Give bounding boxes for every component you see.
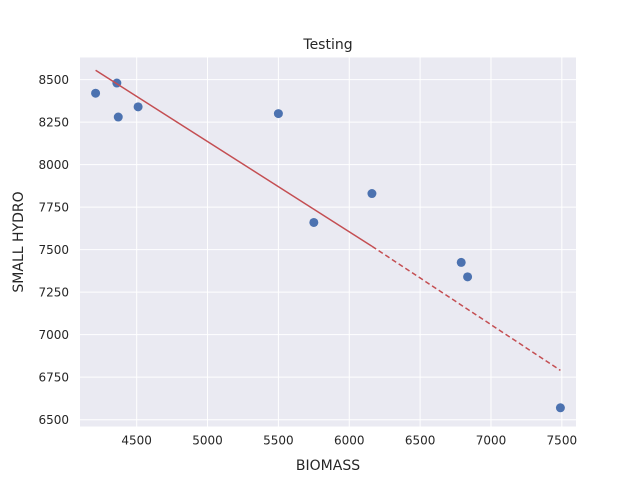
y-tick-label: 7750 [38,201,69,215]
x-tick-label: 6000 [334,434,365,448]
x-tick-label: 7000 [476,434,507,448]
y-tick-label: 8500 [38,73,69,87]
y-tick-label: 8000 [38,158,69,172]
x-axis-label: BIOMASS [296,458,360,474]
x-tick-labels: 4500 5000 5500 6000 6500 7000 7500 [121,434,577,448]
y-tick-label: 8250 [38,116,69,130]
x-tick-label: 5000 [192,434,223,448]
x-tick-label: 4500 [121,434,152,448]
data-point [456,257,466,267]
data-point [91,88,101,98]
grid-lines [80,57,576,427]
data-point [463,272,473,282]
y-tick-label: 6500 [38,413,69,427]
y-tick-label: 7500 [38,243,69,257]
x-tick-label: 5500 [263,434,294,448]
x-tick-label: 7500 [547,434,578,448]
y-tick-label: 7000 [38,328,69,342]
data-point [309,217,319,227]
data-point [555,403,565,413]
y-axis-label: SMALL HYDRO [11,191,27,292]
y-tick-label: 6750 [38,371,69,385]
data-point [367,189,377,199]
x-tick-label: 6500 [405,434,436,448]
data-marks [91,69,565,413]
data-point [273,109,283,119]
plot-area [80,57,576,427]
data-point [113,112,123,122]
fit-line-dashed [371,245,561,372]
data-point [133,102,143,112]
y-tick-labels: 6500 6750 7000 7250 7500 7750 8000 8250 8500 [38,73,69,427]
y-tick-label: 7250 [38,286,69,300]
chart-title: Testing [302,37,352,53]
fit-line-solid [95,69,373,247]
